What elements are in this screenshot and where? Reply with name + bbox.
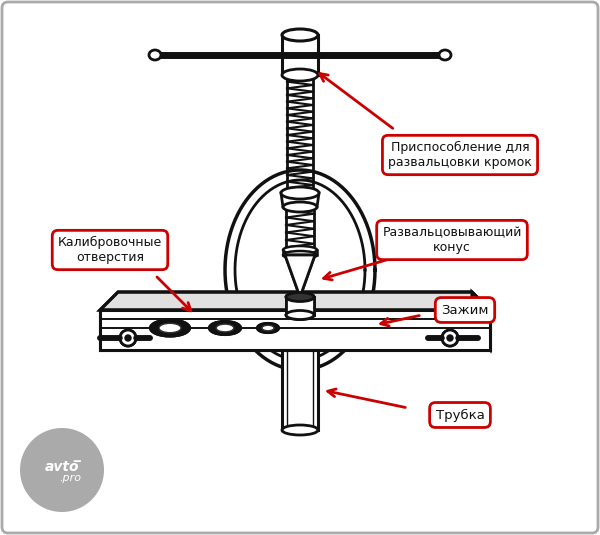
Ellipse shape bbox=[150, 319, 190, 337]
Ellipse shape bbox=[159, 323, 181, 333]
Text: Трубка: Трубка bbox=[436, 408, 484, 422]
Ellipse shape bbox=[216, 324, 234, 332]
Polygon shape bbox=[101, 311, 489, 349]
Polygon shape bbox=[282, 35, 318, 75]
Ellipse shape bbox=[282, 69, 318, 81]
Ellipse shape bbox=[216, 324, 234, 332]
Ellipse shape bbox=[209, 321, 241, 335]
Ellipse shape bbox=[257, 323, 279, 333]
Ellipse shape bbox=[282, 425, 318, 435]
Polygon shape bbox=[285, 255, 315, 297]
Ellipse shape bbox=[282, 29, 318, 41]
Ellipse shape bbox=[262, 325, 274, 331]
Ellipse shape bbox=[286, 310, 314, 319]
Ellipse shape bbox=[257, 323, 279, 333]
Polygon shape bbox=[285, 255, 315, 297]
Ellipse shape bbox=[159, 323, 181, 333]
Polygon shape bbox=[286, 297, 314, 315]
Text: .pro: .pro bbox=[59, 473, 81, 483]
Ellipse shape bbox=[149, 50, 161, 60]
Ellipse shape bbox=[439, 50, 451, 60]
Polygon shape bbox=[100, 292, 490, 310]
Circle shape bbox=[120, 330, 136, 346]
Ellipse shape bbox=[283, 202, 317, 212]
Ellipse shape bbox=[262, 325, 274, 331]
Circle shape bbox=[447, 335, 453, 341]
Polygon shape bbox=[281, 193, 319, 207]
Text: avto̅: avto̅ bbox=[45, 460, 79, 474]
Circle shape bbox=[442, 330, 458, 346]
Ellipse shape bbox=[283, 246, 317, 254]
Ellipse shape bbox=[283, 251, 317, 259]
Polygon shape bbox=[283, 250, 317, 255]
Circle shape bbox=[125, 335, 131, 341]
Circle shape bbox=[20, 428, 104, 512]
Ellipse shape bbox=[281, 187, 319, 199]
Polygon shape bbox=[100, 310, 490, 350]
Text: Приспособление для
развальцовки кромок: Приспособление для развальцовки кромок bbox=[388, 141, 532, 169]
Ellipse shape bbox=[286, 293, 314, 302]
Ellipse shape bbox=[209, 321, 241, 335]
Text: Зажим: Зажим bbox=[441, 303, 489, 317]
Polygon shape bbox=[472, 292, 490, 350]
Circle shape bbox=[442, 330, 458, 346]
Text: Калибровочные
отверстия: Калибровочные отверстия bbox=[58, 236, 162, 264]
Circle shape bbox=[125, 335, 131, 341]
Circle shape bbox=[120, 330, 136, 346]
Polygon shape bbox=[282, 350, 318, 430]
Ellipse shape bbox=[286, 293, 314, 302]
Text: Развальцовывающий
конус: Развальцовывающий конус bbox=[382, 226, 521, 254]
Circle shape bbox=[447, 335, 453, 341]
Ellipse shape bbox=[150, 319, 190, 337]
Polygon shape bbox=[286, 297, 314, 315]
Ellipse shape bbox=[286, 310, 314, 319]
